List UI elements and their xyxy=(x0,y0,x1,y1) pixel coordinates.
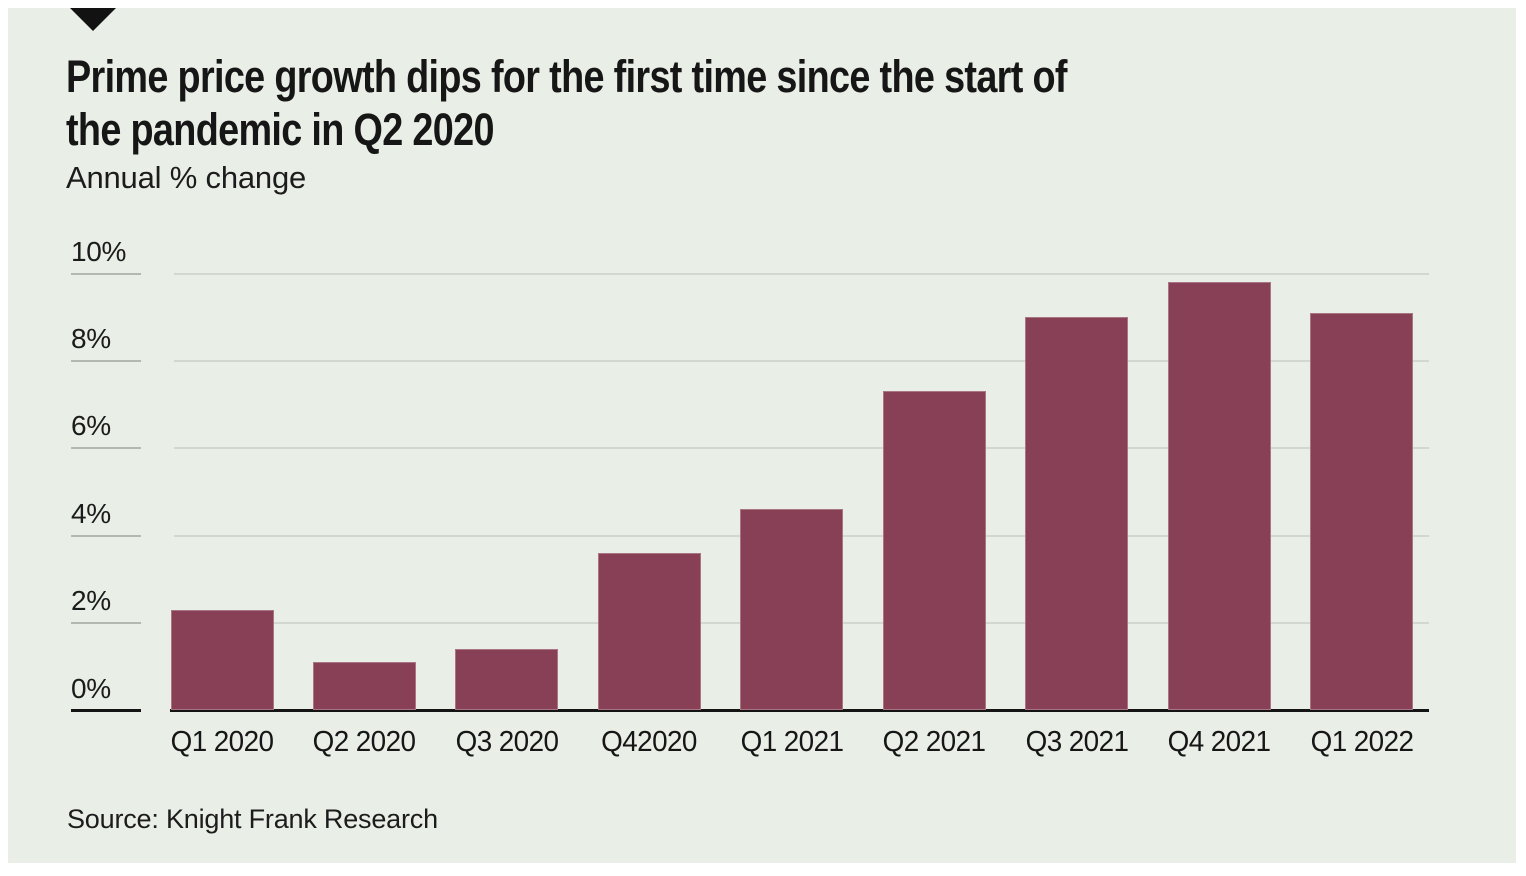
x-axis-label: Q42020 xyxy=(601,726,698,758)
chart-title-line-1: Prime price growth dips for the first ti… xyxy=(66,51,1067,102)
y-axis-tick xyxy=(71,622,141,625)
bar xyxy=(455,649,559,711)
chart-subtitle: Annual % change xyxy=(66,160,307,195)
bar xyxy=(882,391,986,711)
x-axis-label: Q2 2020 xyxy=(313,726,416,758)
y-axis-label: 0% xyxy=(71,672,111,704)
x-axis-label: Q1 2021 xyxy=(740,726,844,758)
y-axis-tick xyxy=(71,272,141,275)
source-note: Source: Knight Frank Research xyxy=(67,804,438,834)
gridline xyxy=(174,272,1429,275)
bar xyxy=(1025,317,1129,711)
x-axis-label: Q1 2020 xyxy=(170,726,274,758)
bar xyxy=(1310,312,1414,711)
y-axis-tick xyxy=(71,359,141,362)
gridline xyxy=(174,359,1429,362)
bar xyxy=(597,553,701,711)
y-axis-label: 10% xyxy=(71,235,127,267)
chart-title: Prime price growth dips for the first ti… xyxy=(66,50,1067,156)
x-axis-label: Q3 2020 xyxy=(455,726,559,758)
y-axis-tick xyxy=(71,534,141,537)
y-axis-label: 4% xyxy=(71,497,111,529)
y-axis-label: 2% xyxy=(71,585,111,617)
bar xyxy=(170,609,274,711)
y-axis-label: 8% xyxy=(71,322,111,354)
bar xyxy=(1167,282,1271,711)
x-axis-line xyxy=(170,709,1429,712)
x-axis-label: Q1 2022 xyxy=(1310,726,1413,758)
x-axis-label: Q3 2021 xyxy=(1025,726,1129,758)
triangle-down-icon xyxy=(70,8,116,31)
bar xyxy=(312,662,416,711)
x-axis-label: Q2 2021 xyxy=(882,726,986,758)
y-axis-label: 6% xyxy=(71,410,111,442)
bar xyxy=(740,509,844,711)
chart-panel: Prime price growth dips for the first ti… xyxy=(8,8,1516,863)
bar-chart: 10% 8% 6% 4% 2% 0% Q1 2020 Q2 2020 Q3 2020 Q42020… xyxy=(8,8,1516,863)
y-axis-tick-zero xyxy=(71,709,141,712)
y-axis-tick xyxy=(71,447,141,450)
x-axis-label: Q4 2021 xyxy=(1167,726,1271,758)
gridline xyxy=(174,447,1429,450)
chart-title-line-2: the pandemic in Q2 2020 xyxy=(66,104,494,155)
